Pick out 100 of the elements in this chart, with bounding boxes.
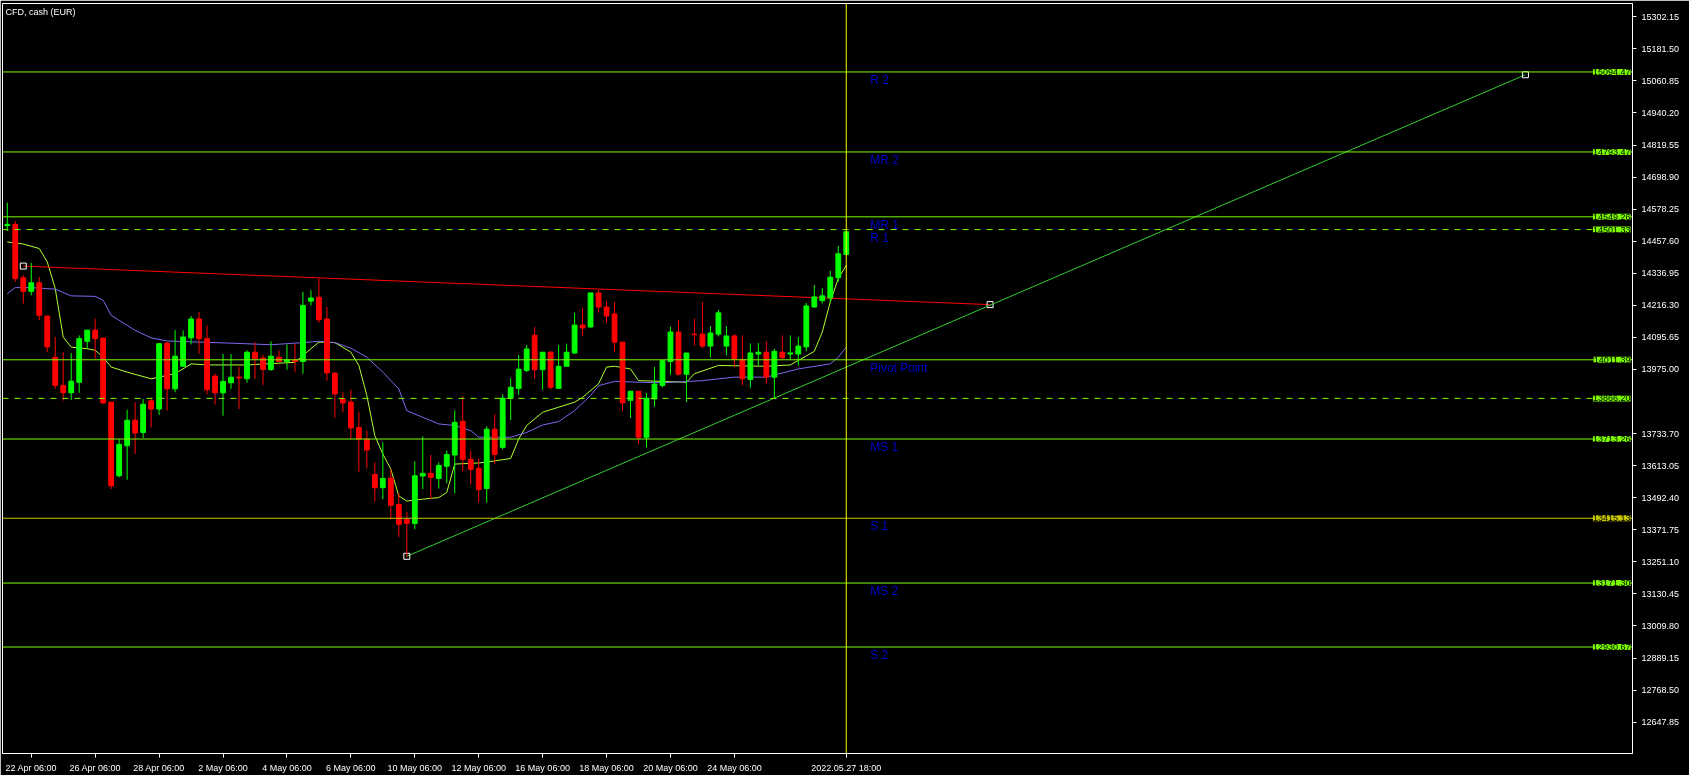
y-tick-label: 13251.10	[1641, 556, 1680, 567]
annotation: MR 2	[870, 152, 900, 167]
y-tick-label: 13492.40	[1641, 492, 1680, 503]
ref-line-label: 13713.26	[1592, 434, 1631, 445]
x-tick-label: 2022.05.27 18:00	[811, 762, 882, 773]
candlestick	[148, 398, 155, 428]
y-tick-label: 12889.15	[1641, 653, 1680, 664]
candlestick	[555, 344, 562, 390]
candlestick	[188, 315, 194, 345]
candlestick	[236, 366, 242, 410]
candlestick	[435, 461, 442, 490]
candlestick	[228, 353, 234, 390]
candlestick	[20, 274, 27, 305]
x-tick-label: 26 Apr 06:00	[69, 762, 121, 773]
candlestick	[603, 300, 610, 324]
candlestick	[467, 450, 474, 486]
y-tick-label: 13130.45	[1641, 588, 1680, 599]
candlestick	[363, 430, 370, 469]
y-tick-label: 13733.70	[1641, 428, 1680, 439]
x-tick-label: 28 Apr 06:00	[133, 762, 185, 773]
candlestick	[332, 371, 338, 419]
y-tick-label: 14336.95	[1641, 268, 1680, 279]
candlestick	[539, 351, 546, 391]
candlestick	[715, 309, 722, 338]
candlestick	[427, 454, 434, 500]
y-tick-label: 13371.75	[1641, 524, 1680, 535]
ref-line-label: 13415.13	[1592, 513, 1631, 524]
y-tick-label: 14216.30	[1641, 300, 1680, 311]
candlestick	[755, 342, 762, 366]
point	[19, 262, 27, 270]
x-tick-label: 6 May 06:00	[326, 762, 376, 773]
y-tick-label: 14457.60	[1641, 236, 1680, 247]
x-tick-label: 22 Apr 06:00	[5, 762, 57, 773]
annotation: R 2	[870, 72, 890, 87]
candlestick	[683, 352, 690, 403]
candlestick	[4, 202, 11, 232]
candlestick	[787, 334, 794, 360]
candlestick	[699, 301, 706, 349]
ref-line-label: 14549.26	[1592, 211, 1631, 222]
candlestick	[371, 461, 378, 503]
x-tick-label: 10 May 06:00	[387, 762, 443, 773]
annotation: S 2	[870, 648, 889, 663]
y-tick-label: 12768.50	[1641, 685, 1680, 696]
candlestick	[212, 373, 218, 406]
candlestick	[563, 343, 570, 368]
annotation: Pivot Point	[870, 360, 929, 375]
candlestick	[252, 341, 258, 380]
candlestick	[779, 334, 786, 360]
candlestick	[60, 351, 67, 402]
candlestick	[355, 411, 362, 473]
x-tick-label: 24 May 06:00	[707, 762, 762, 773]
chart-title: CFD, cash (EUR)	[5, 6, 76, 17]
candlestick	[707, 325, 714, 358]
ref-line-label: 14793.47	[1592, 146, 1631, 157]
annotation: MS 1	[870, 440, 899, 455]
candlestick	[403, 511, 410, 558]
candlestick	[835, 245, 842, 283]
candlestick	[196, 311, 202, 355]
candlestick	[795, 336, 802, 366]
annotation: MR 1	[870, 217, 900, 232]
y-tick-label: 15302.15	[1641, 11, 1680, 22]
y-tick-label: 15060.85	[1641, 75, 1680, 86]
y-tick-label: 15181.50	[1641, 43, 1680, 54]
point	[403, 552, 411, 560]
y-tick-label: 14578.25	[1641, 204, 1680, 215]
candlestick	[731, 333, 738, 368]
candlestick	[515, 354, 522, 396]
candlestick	[339, 391, 346, 413]
candlestick	[739, 334, 746, 386]
y-tick-label: 13975.00	[1641, 364, 1680, 375]
y-tick-label: 14819.55	[1641, 140, 1680, 151]
line-series	[6, 241, 847, 502]
candlestick	[723, 325, 730, 356]
y-tick-label: 14940.20	[1641, 107, 1680, 118]
y-tick-label: 14095.65	[1641, 332, 1680, 343]
y-tick-label: 13613.05	[1641, 460, 1680, 471]
annotation: S 1	[870, 519, 889, 534]
candlestick	[523, 344, 530, 373]
candlestick	[475, 458, 482, 504]
ref-line-label: 14011.39	[1593, 354, 1631, 365]
x-tick-label: 20 May 06:00	[643, 762, 698, 773]
candlestick	[811, 284, 818, 309]
candlestick	[92, 318, 99, 360]
candlestick	[395, 492, 402, 538]
ref-line-label: 12930.67	[1592, 642, 1631, 653]
candlestick	[84, 329, 91, 350]
x-tick-label: 12 May 06:00	[451, 762, 506, 773]
x-tick-label: 4 May 06:00	[262, 762, 312, 773]
candlestick	[308, 289, 314, 306]
candlestick	[579, 307, 586, 337]
annotation: MS 2	[870, 584, 899, 599]
y-tick-label: 14698.90	[1641, 172, 1680, 183]
x-tick-label: 2 May 06:00	[198, 762, 248, 773]
ref-line-label: 15094.47	[1592, 66, 1631, 77]
candlestick	[419, 435, 426, 490]
candlestick	[132, 401, 139, 455]
candlestick	[379, 441, 386, 500]
candlestick	[827, 270, 834, 303]
point	[986, 301, 994, 309]
ref-line-label: 13866.20	[1592, 393, 1631, 404]
